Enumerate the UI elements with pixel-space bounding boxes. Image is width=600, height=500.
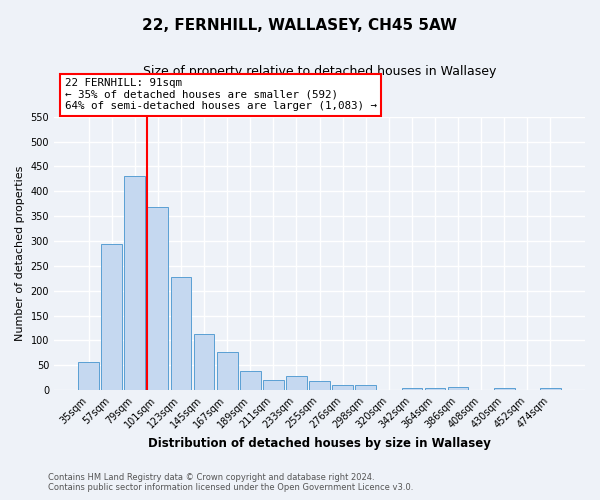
Y-axis label: Number of detached properties: Number of detached properties bbox=[15, 166, 25, 341]
Bar bbox=[309, 381, 330, 390]
Bar bbox=[101, 244, 122, 390]
Bar bbox=[286, 376, 307, 390]
Bar bbox=[263, 380, 284, 390]
Bar bbox=[194, 334, 214, 390]
Title: Size of property relative to detached houses in Wallasey: Size of property relative to detached ho… bbox=[143, 65, 496, 78]
Bar bbox=[124, 176, 145, 390]
Text: Contains HM Land Registry data © Crown copyright and database right 2024.: Contains HM Land Registry data © Crown c… bbox=[48, 474, 374, 482]
Text: 22, FERNHILL, WALLASEY, CH45 5AW: 22, FERNHILL, WALLASEY, CH45 5AW bbox=[143, 18, 458, 32]
Bar bbox=[425, 388, 445, 390]
Bar bbox=[332, 385, 353, 390]
Text: 22 FERNHILL: 91sqm
← 35% of detached houses are smaller (592)
64% of semi-detach: 22 FERNHILL: 91sqm ← 35% of detached hou… bbox=[65, 78, 377, 111]
Bar bbox=[448, 387, 469, 390]
X-axis label: Distribution of detached houses by size in Wallasey: Distribution of detached houses by size … bbox=[148, 437, 491, 450]
Bar bbox=[240, 371, 260, 390]
Bar bbox=[401, 388, 422, 390]
Bar bbox=[355, 385, 376, 390]
Bar bbox=[540, 388, 561, 390]
Bar bbox=[170, 277, 191, 390]
Bar bbox=[217, 352, 238, 390]
Bar bbox=[494, 388, 515, 390]
Text: Contains public sector information licensed under the Open Government Licence v3: Contains public sector information licen… bbox=[48, 484, 413, 492]
Bar bbox=[78, 362, 99, 390]
Bar bbox=[148, 207, 168, 390]
